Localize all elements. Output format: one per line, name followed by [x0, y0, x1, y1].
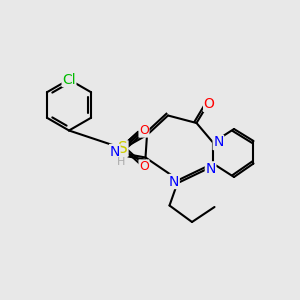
Text: Cl: Cl	[62, 73, 76, 86]
Text: N: N	[206, 162, 216, 176]
Text: O: O	[139, 124, 149, 137]
Text: N: N	[110, 145, 120, 158]
Text: N: N	[213, 136, 224, 149]
Text: O: O	[204, 98, 214, 111]
Text: N: N	[169, 175, 179, 188]
Text: O: O	[139, 160, 149, 173]
Text: S: S	[118, 141, 128, 156]
Text: H: H	[117, 157, 125, 167]
